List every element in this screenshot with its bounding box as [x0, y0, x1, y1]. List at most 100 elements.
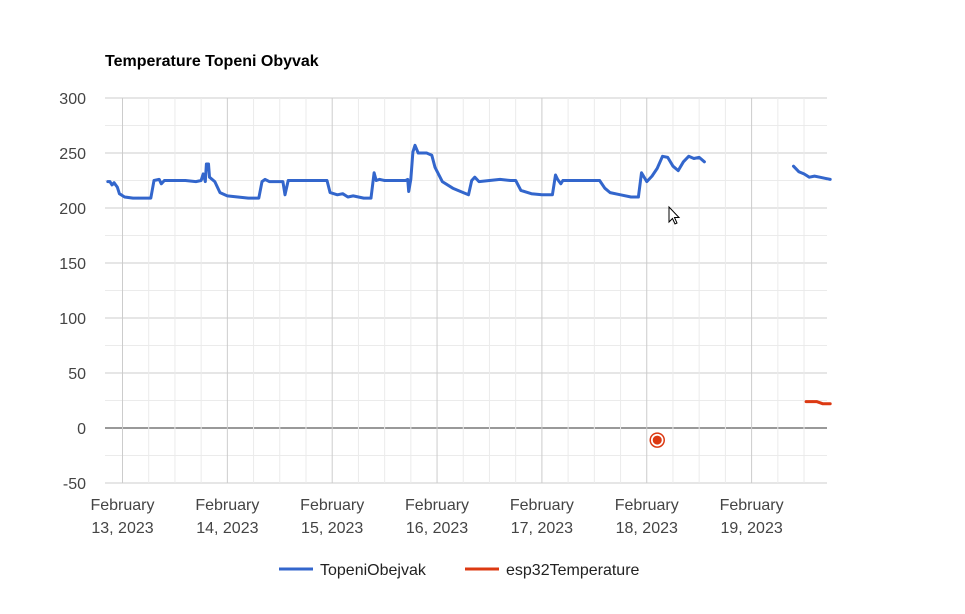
data-point[interactable] — [375, 179, 378, 182]
data-point[interactable] — [173, 179, 177, 182]
data-point[interactable] — [808, 176, 811, 179]
data-point[interactable] — [677, 169, 680, 172]
data-point[interactable] — [823, 177, 827, 180]
data-point[interactable] — [645, 180, 648, 183]
data-point[interactable] — [498, 178, 502, 181]
data-point[interactable] — [320, 179, 323, 182]
data-point[interactable] — [561, 179, 565, 182]
data-point[interactable] — [514, 179, 517, 182]
data-point[interactable] — [383, 179, 386, 182]
data-point[interactable] — [260, 180, 264, 183]
data-point[interactable] — [825, 402, 829, 405]
data-point[interactable] — [413, 144, 417, 147]
data-point[interactable] — [451, 187, 454, 190]
data-point[interactable] — [346, 195, 350, 199]
data-point[interactable] — [257, 196, 261, 200]
data-point[interactable] — [226, 194, 229, 198]
data-point[interactable] — [118, 192, 121, 195]
data-point[interactable] — [116, 185, 119, 189]
data-point[interactable] — [441, 180, 444, 183]
data-point[interactable] — [650, 174, 654, 178]
data-point[interactable] — [640, 171, 643, 174]
data-point[interactable] — [629, 195, 633, 199]
data-point[interactable] — [829, 402, 832, 405]
data-point[interactable] — [813, 174, 816, 178]
data-point[interactable] — [281, 180, 285, 183]
data-point[interactable] — [619, 193, 622, 196]
data-point[interactable] — [519, 189, 523, 192]
data-point[interactable] — [598, 179, 601, 182]
data-point[interactable] — [310, 179, 313, 182]
data-point[interactable] — [378, 178, 381, 181]
data-point[interactable] — [582, 179, 586, 182]
data-point[interactable] — [425, 151, 428, 155]
data-point[interactable] — [351, 194, 355, 198]
data-point[interactable] — [286, 179, 290, 182]
data-point[interactable] — [608, 191, 612, 194]
data-point[interactable] — [829, 178, 832, 181]
data-point[interactable] — [671, 165, 675, 168]
data-point[interactable] — [666, 156, 669, 159]
data-point[interactable] — [818, 401, 821, 404]
data-point[interactable] — [328, 191, 332, 194]
data-point[interactable] — [559, 182, 562, 185]
data-point[interactable] — [199, 179, 203, 182]
data-point[interactable] — [540, 193, 544, 196]
data-point[interactable] — [409, 178, 413, 181]
data-point[interactable] — [556, 178, 559, 181]
data-point[interactable] — [554, 173, 557, 177]
data-point[interactable] — [792, 165, 795, 168]
highlighted-point[interactable] — [652, 435, 662, 445]
data-point[interactable] — [462, 191, 465, 194]
data-point[interactable] — [152, 179, 156, 182]
data-point[interactable] — [108, 180, 112, 183]
data-point[interactable] — [551, 193, 554, 196]
data-point[interactable] — [404, 179, 407, 182]
data-point[interactable] — [808, 400, 811, 403]
data-point[interactable] — [160, 182, 163, 185]
data-point[interactable] — [213, 180, 216, 183]
series-TopeniObejvak[interactable] — [106, 143, 832, 200]
data-point[interactable] — [123, 195, 126, 199]
data-point[interactable] — [112, 181, 116, 184]
data-point[interactable] — [407, 190, 410, 193]
data-point[interactable] — [804, 400, 808, 403]
data-point[interactable] — [797, 170, 800, 173]
data-point[interactable] — [163, 179, 166, 182]
data-point[interactable] — [149, 196, 153, 200]
data-point[interactable] — [247, 196, 250, 200]
data-point[interactable] — [341, 192, 344, 195]
data-point[interactable] — [131, 196, 135, 200]
legend-item-TopeniObejvak[interactable]: TopeniObejvak — [279, 562, 427, 579]
data-point[interactable] — [411, 150, 415, 154]
data-point[interactable] — [372, 171, 376, 174]
data-point[interactable] — [656, 167, 659, 170]
data-point[interactable] — [433, 166, 437, 169]
data-point[interactable] — [815, 400, 818, 403]
data-point[interactable] — [325, 179, 329, 182]
data-point[interactable] — [692, 157, 696, 160]
data-point[interactable] — [530, 192, 533, 195]
data-point[interactable] — [697, 156, 701, 159]
data-point[interactable] — [263, 178, 267, 181]
data-point[interactable] — [157, 178, 161, 181]
data-point[interactable] — [477, 180, 481, 183]
data-point[interactable] — [208, 176, 211, 179]
data-point[interactable] — [802, 172, 806, 176]
data-point[interactable] — [473, 176, 476, 179]
data-point[interactable] — [488, 179, 491, 182]
legend-item-esp32Temperature[interactable]: esp32Temperature — [465, 562, 640, 579]
data-point[interactable] — [137, 196, 140, 200]
data-point[interactable] — [603, 187, 607, 190]
data-point[interactable] — [205, 162, 208, 166]
data-point[interactable] — [393, 179, 397, 182]
data-point[interactable] — [110, 183, 114, 187]
data-point[interactable] — [661, 155, 664, 158]
data-point[interactable] — [268, 180, 271, 183]
data-point[interactable] — [593, 179, 596, 182]
data-point[interactable] — [369, 196, 373, 200]
data-point[interactable] — [336, 193, 339, 196]
legend[interactable]: TopeniObejvak esp32Temperature — [279, 562, 640, 579]
data-point[interactable] — [299, 179, 302, 182]
data-point[interactable] — [406, 178, 409, 181]
